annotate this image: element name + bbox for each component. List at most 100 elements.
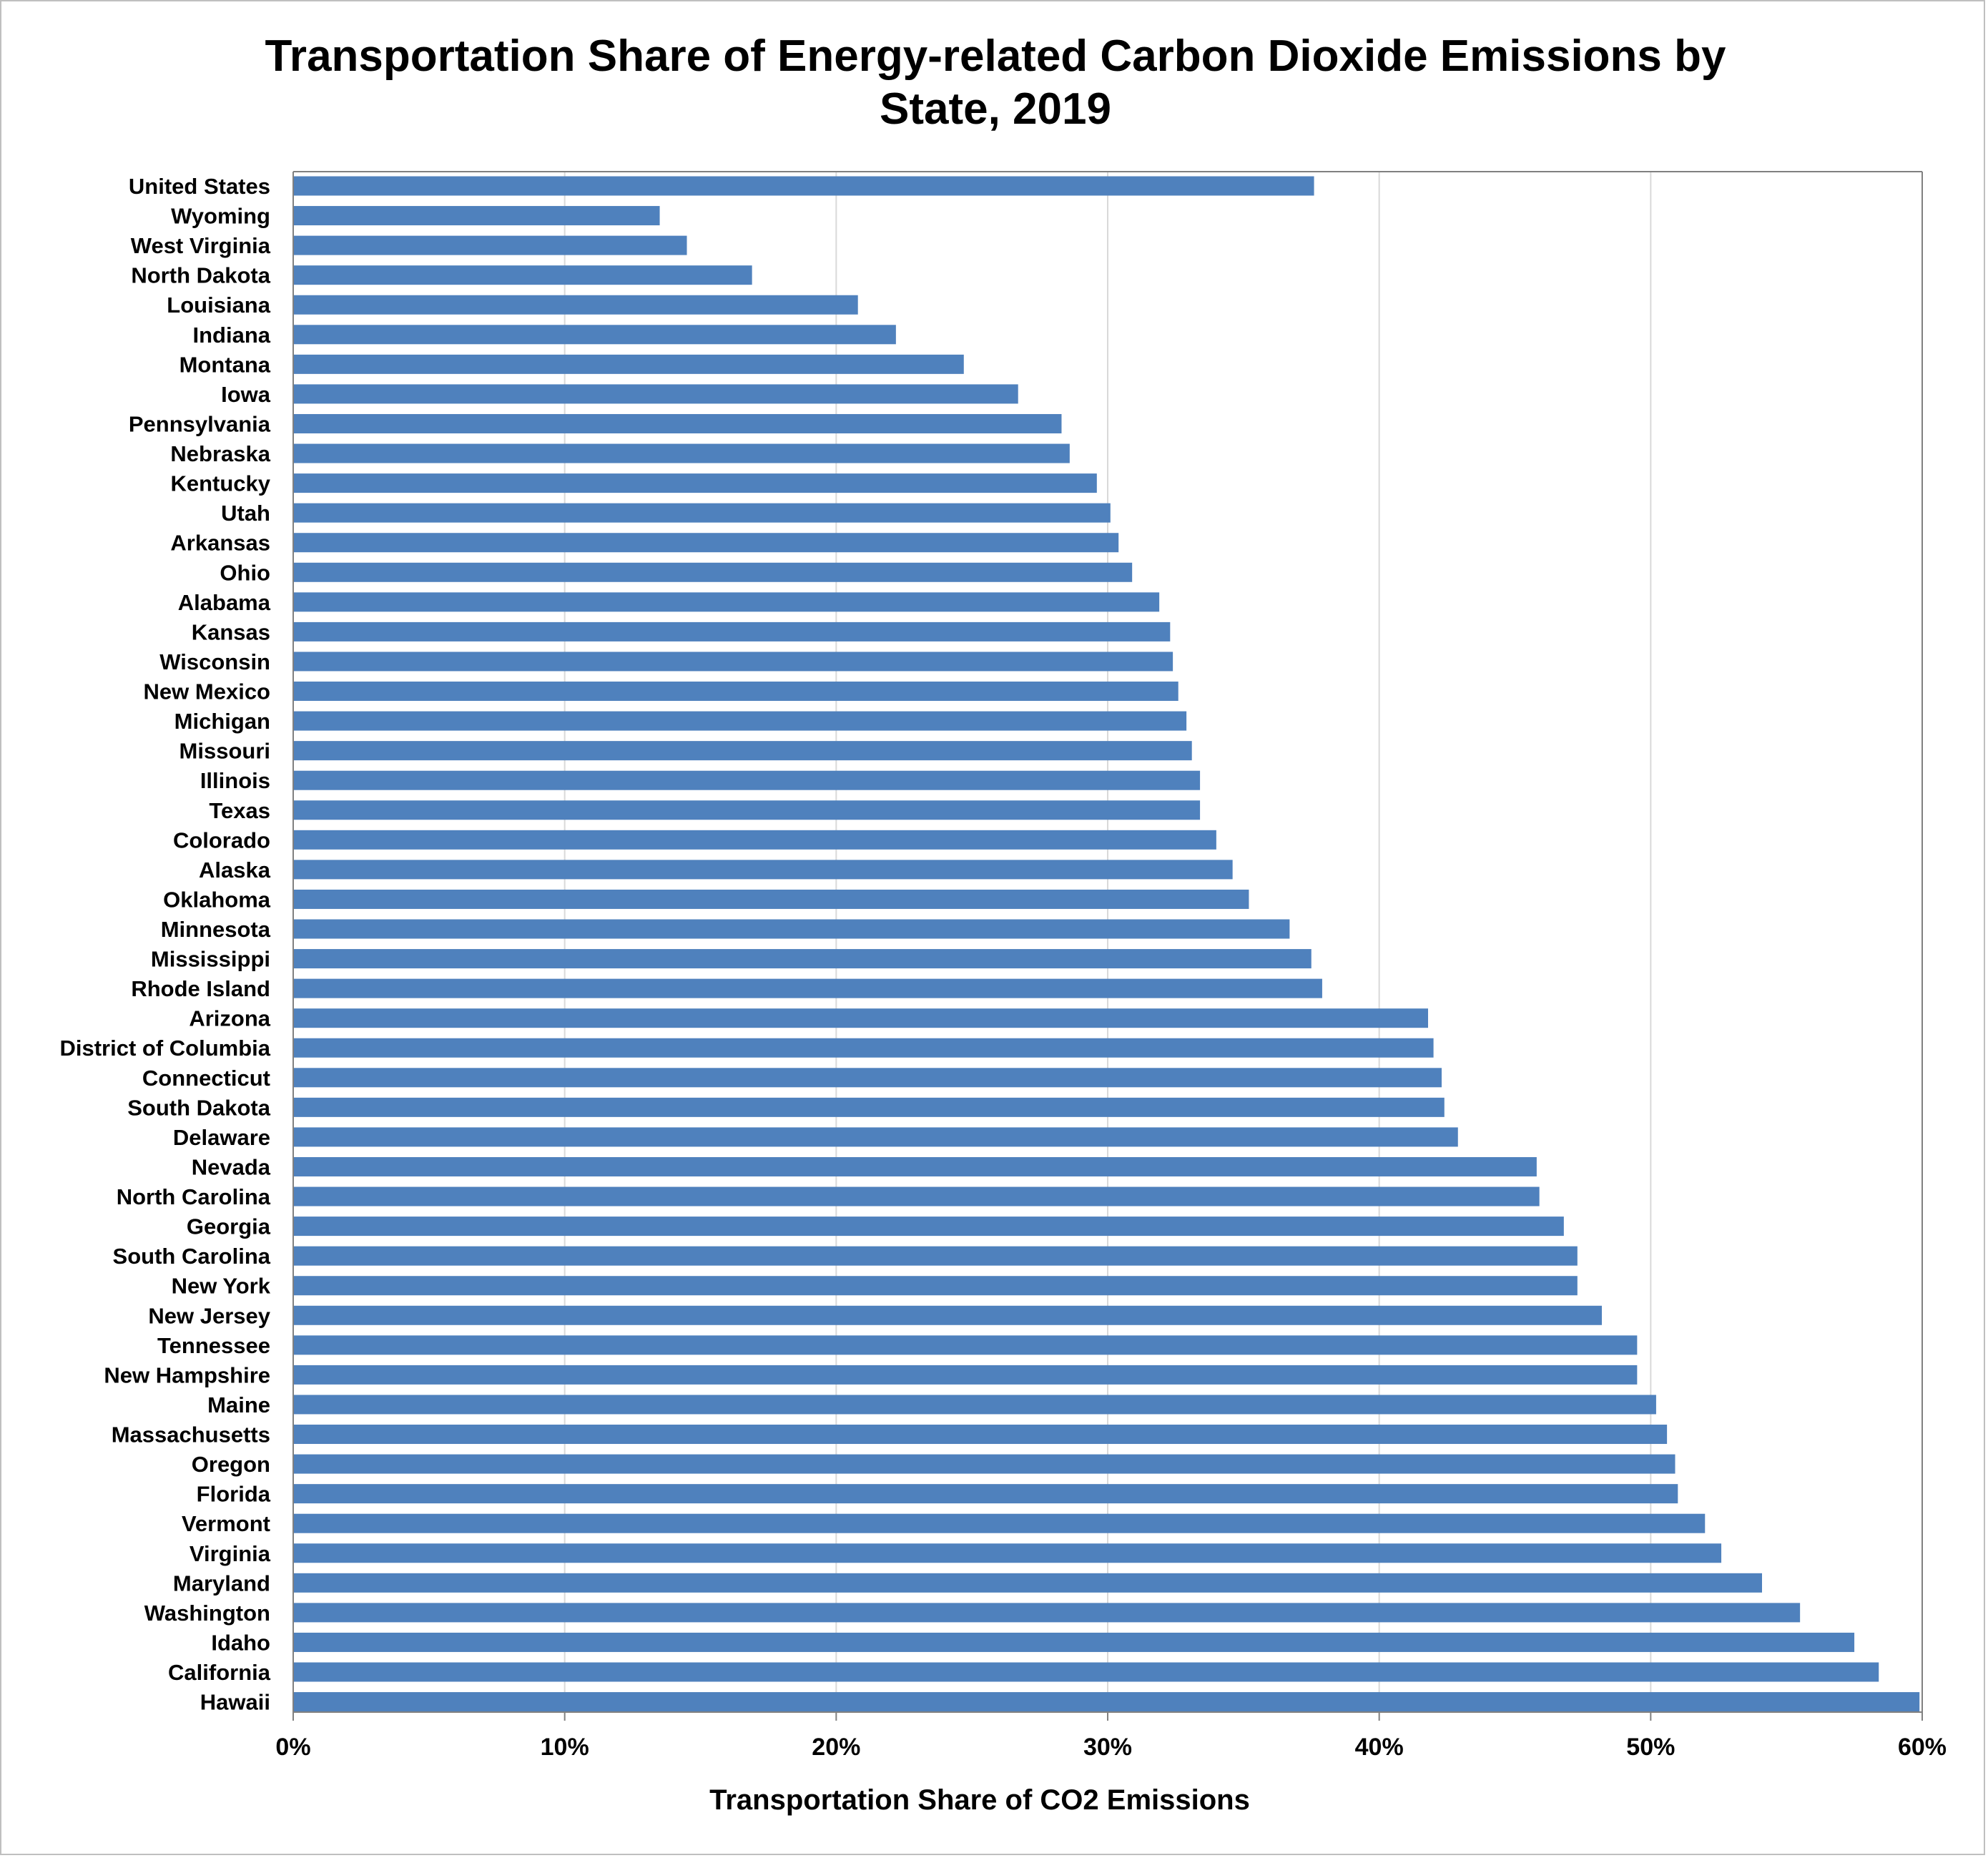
bar	[294, 800, 1201, 820]
bar	[294, 1573, 1762, 1593]
category-label: Delaware	[173, 1125, 270, 1150]
category-label: Illinois	[200, 768, 270, 793]
category-label: Florida	[197, 1482, 271, 1507]
category-labels: United States Wyoming West Virginia North D…	[59, 174, 270, 1715]
bar	[294, 384, 1018, 404]
chart-title-line-2: State, 2019	[880, 84, 1111, 134]
x-tick-label: 0%	[275, 1734, 310, 1761]
bar	[294, 295, 858, 315]
x-tick-label: 10%	[541, 1734, 589, 1761]
bar	[294, 621, 1171, 642]
category-label: New York	[172, 1274, 271, 1299]
category-label: Kansas	[192, 619, 270, 644]
bar	[294, 1662, 1879, 1682]
chart-title: Transportation Share of Energy-related C…	[1, 30, 1988, 136]
category-label: Wyoming	[171, 204, 270, 229]
category-label: Connecticut	[142, 1066, 270, 1091]
category-label: Maryland	[173, 1571, 270, 1596]
category-label: Minnesota	[161, 917, 271, 942]
category-label: New Hampshire	[104, 1362, 270, 1387]
bar	[294, 919, 1290, 939]
category-label: Utah	[221, 501, 270, 526]
bar	[294, 354, 964, 374]
bar	[294, 1543, 1722, 1563]
category-label: Tennessee	[157, 1333, 270, 1358]
category-label: Texas	[209, 798, 270, 823]
category-label: North Dakota	[131, 263, 270, 288]
bar	[294, 562, 1133, 582]
bar	[294, 978, 1322, 998]
bar	[294, 1097, 1445, 1117]
category-label: Ohio	[220, 560, 270, 585]
x-tick-label: 20%	[812, 1734, 860, 1761]
bars	[294, 176, 1920, 1712]
category-label: Hawaii	[200, 1690, 270, 1715]
bar	[294, 1454, 1675, 1474]
category-label: Nevada	[192, 1154, 271, 1179]
bar	[294, 1216, 1564, 1237]
category-label: New Mexico	[144, 679, 270, 704]
bar	[294, 443, 1070, 463]
category-label: South Dakota	[127, 1095, 271, 1120]
bar	[294, 1425, 1668, 1445]
bar	[294, 1692, 1920, 1712]
axes	[292, 171, 1923, 1721]
bar	[294, 652, 1173, 672]
category-label: Vermont	[182, 1511, 270, 1536]
bar	[294, 206, 660, 226]
category-label: West Virginia	[131, 233, 271, 258]
category-label: Georgia	[187, 1214, 271, 1239]
category-label: California	[168, 1660, 271, 1685]
category-label: Arkansas	[170, 531, 270, 556]
category-label: Montana	[179, 352, 271, 377]
category-label: Mississippi	[151, 947, 270, 972]
bar	[294, 1008, 1429, 1028]
bar	[294, 235, 687, 255]
bar	[294, 770, 1201, 790]
bar	[294, 860, 1233, 880]
category-label: Kentucky	[170, 471, 270, 496]
bar	[294, 265, 752, 285]
category-label: Michigan	[174, 709, 270, 734]
bar	[294, 741, 1192, 761]
category-label: United States	[129, 174, 270, 199]
category-label: Missouri	[179, 739, 270, 764]
bar	[294, 325, 896, 345]
category-label: Oregon	[192, 1452, 270, 1477]
x-tick-label: 60%	[1898, 1734, 1947, 1761]
bar	[294, 1038, 1434, 1058]
bar	[294, 592, 1160, 612]
bar	[294, 1305, 1602, 1325]
bar	[294, 830, 1216, 850]
bar	[294, 1156, 1537, 1176]
x-tick-label: 30%	[1083, 1734, 1132, 1761]
category-label: North Carolina	[117, 1184, 271, 1209]
bar	[294, 1246, 1578, 1266]
category-label: Alabama	[178, 590, 271, 615]
category-label: Nebraska	[170, 441, 270, 466]
bar	[294, 176, 1314, 196]
bar	[294, 503, 1111, 523]
bar	[294, 1127, 1458, 1147]
category-label: Massachusetts	[112, 1422, 270, 1447]
category-label: New Jersey	[148, 1303, 270, 1328]
category-label: Louisiana	[167, 293, 270, 318]
category-label: Idaho	[211, 1630, 270, 1655]
category-label: Colorado	[173, 827, 270, 852]
bar	[294, 949, 1312, 969]
category-label: Indiana	[192, 323, 270, 348]
bar	[294, 1632, 1855, 1652]
x-axis-title: Transportation Share of CO2 Emissions	[709, 1784, 1250, 1816]
category-label: Iowa	[221, 382, 271, 407]
bar	[294, 1186, 1540, 1206]
bar	[294, 1365, 1638, 1385]
category-label: Arizona	[189, 1006, 270, 1031]
bar	[294, 682, 1178, 702]
bar	[294, 1068, 1442, 1088]
category-label: Wisconsin	[159, 649, 270, 674]
bar	[294, 1395, 1656, 1415]
category-label: Pennsylvania	[129, 411, 271, 436]
category-label: Alaska	[199, 857, 271, 883]
category-label: Maine	[207, 1392, 270, 1417]
